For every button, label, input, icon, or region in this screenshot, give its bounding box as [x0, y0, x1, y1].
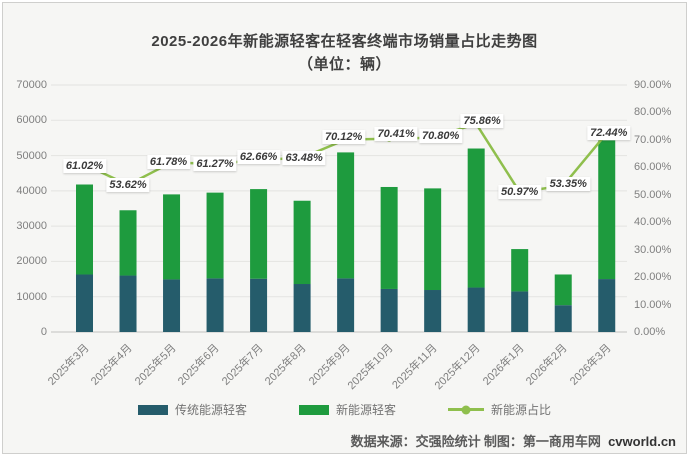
chart-canvas	[51, 84, 627, 333]
legend-item-traditional: 传统能源轻客	[137, 401, 247, 418]
y-tick-label-left: 0	[40, 326, 47, 338]
bar-traditional	[337, 278, 355, 332]
legend-label-traditional: 传统能源轻客	[174, 403, 247, 417]
bar-new-energy	[163, 194, 181, 280]
share-data-label: 70.41%	[374, 126, 418, 141]
share-data-label: 75.86%	[460, 113, 504, 128]
bar-traditional	[119, 275, 137, 332]
data-source-text: 数据来源：交强险统计 制图：第一商用车网	[350, 434, 601, 449]
share-data-label: 53.62%	[106, 177, 150, 192]
y-tick-label-left: 70000	[16, 79, 47, 91]
share-data-label: 61.78%	[146, 155, 191, 170]
bar-new-energy	[119, 210, 137, 276]
bar-traditional	[554, 305, 572, 332]
bar-traditional	[380, 288, 398, 332]
legend-swatch-new-energy-icon	[298, 404, 329, 415]
legend-item-share: 新能源占比	[448, 401, 551, 418]
bar-new-energy	[337, 152, 355, 279]
y-tick-label-right: 60.00%	[634, 161, 672, 174]
bar-new-energy	[293, 200, 311, 285]
legend-label-new-energy: 新能源轻客	[335, 403, 396, 417]
bar-new-energy	[76, 184, 93, 275]
y-tick-label-left: 30000	[16, 220, 47, 233]
y-tick-label-left: 50000	[16, 149, 47, 162]
share-data-label: 70.12%	[321, 129, 366, 144]
y-tick-label-left: 10000	[16, 290, 47, 303]
legend-label-share: 新能源占比	[491, 403, 552, 417]
y-tick-label-right: 80.00%	[634, 106, 672, 119]
share-data-label: 61.27%	[193, 156, 237, 171]
y-tick-label-right: 90.00%	[634, 79, 672, 91]
share-data-label: 62.66%	[236, 150, 281, 165]
y-tick-label-right: 40.00%	[634, 216, 672, 229]
bar-new-energy	[467, 148, 485, 288]
site-name: cvworld.cn	[608, 434, 676, 449]
y-tick-label-right: 50.00%	[634, 188, 672, 201]
bar-new-energy	[511, 249, 529, 292]
legend-swatch-traditional-icon	[137, 404, 168, 415]
bar-new-energy	[424, 188, 442, 291]
bar-traditional	[163, 279, 181, 332]
bar-traditional	[467, 287, 485, 332]
legend-item-new-energy: 新能源轻客	[298, 401, 396, 418]
bar-new-energy	[380, 186, 398, 289]
share-data-label: 53.35%	[546, 176, 590, 191]
share-data-label: 70.80%	[419, 128, 463, 143]
bar-new-energy	[206, 192, 224, 279]
y-tick-label-right: 70.00%	[634, 133, 672, 146]
bar-traditional	[293, 284, 311, 332]
y-tick-label-right: 0.00%	[634, 326, 666, 338]
chart-subtitle: （单位：辆）	[297, 56, 391, 73]
bar-traditional	[250, 278, 268, 332]
bar-traditional	[511, 291, 529, 332]
share-data-label: 61.02%	[62, 158, 107, 173]
y-tick-label-left: 20000	[16, 255, 47, 268]
chart-legend: 传统能源轻客 新能源轻客 新能源占比	[3, 401, 686, 418]
legend-line-marker-icon	[448, 405, 484, 414]
bar-new-energy	[598, 140, 616, 280]
chart-title: 2025-2026年新能源轻客在轻客终端市场销量占比走势图	[151, 33, 538, 50]
share-data-label: 50.97%	[498, 185, 542, 200]
bar-traditional	[598, 279, 616, 332]
bar-traditional	[424, 290, 442, 332]
share-data-label: 72.44%	[587, 126, 631, 141]
y-tick-label-right: 10.00%	[634, 298, 672, 311]
bar-new-energy	[554, 274, 572, 306]
bar-traditional	[206, 278, 224, 332]
y-tick-label-right: 30.00%	[634, 243, 672, 256]
y-tick-label-right: 20.00%	[634, 271, 672, 284]
chart-plot-area: 0 10000 20000 30000 40000 50000 60000 70000 0.00…	[3, 3, 688, 455]
share-data-label: 63.48%	[282, 150, 326, 165]
chart-footer: 数据来源：交强险统计 制图：第一商用车网 cvworld.cn	[351, 431, 676, 450]
bar-new-energy	[250, 189, 268, 279]
bar-traditional	[76, 274, 93, 332]
y-tick-label-left: 60000	[16, 114, 47, 127]
y-tick-label-left: 40000	[16, 184, 47, 197]
